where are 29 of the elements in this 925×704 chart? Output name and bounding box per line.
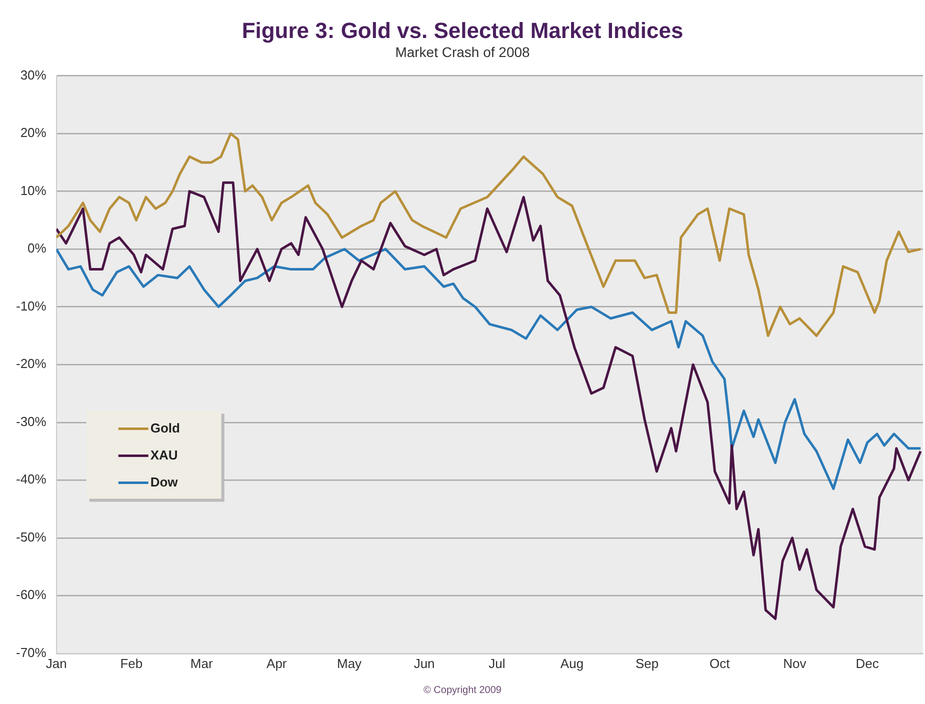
- text: © Copyright 2009: [422, 685, 502, 696]
- x-tick-label: May: [336, 656, 362, 671]
- y-tick-label: -30%: [16, 414, 47, 429]
- y-tick-label: -20%: [16, 356, 47, 372]
- x-tick-label: Sep: [635, 656, 659, 671]
- y-tick-label: 20%: [20, 125, 47, 140]
- chart-subtitle: Market Crash of 2008: [394, 44, 531, 60]
- x-tick-label: Mar: [190, 656, 214, 671]
- x-tick-label: Jun: [414, 656, 435, 671]
- y-tick-label: -70%: [16, 644, 47, 660]
- x-tick-label: Aug: [560, 656, 584, 671]
- x-tick-label: Feb: [120, 656, 143, 671]
- y-tick-label: -60%: [16, 587, 47, 602]
- legend-label: Dow: [150, 474, 179, 490]
- y-tick-label: 30%: [20, 67, 47, 82]
- y-tick-label: 10%: [20, 182, 47, 198]
- x-tick-label: Jul: [488, 656, 506, 671]
- chart-title: Figure 3: Gold vs. Selected Market Indices: [240, 18, 684, 44]
- x-tick-label: Oct: [710, 656, 730, 671]
- y-tick-label: -50%: [16, 529, 47, 544]
- x-tick-label: Dec: [856, 656, 880, 671]
- y-tick-label: -40%: [16, 472, 47, 487]
- legend-label: XAU: [150, 447, 178, 462]
- legend-label: Gold: [150, 420, 180, 436]
- x-tick-label: Nov: [783, 656, 807, 671]
- y-tick-label: -10%: [16, 298, 47, 314]
- y-tick-label: 0%: [28, 240, 47, 256]
- x-tick-label: Apr: [266, 656, 288, 671]
- x-tick-label: Jan: [46, 656, 67, 671]
